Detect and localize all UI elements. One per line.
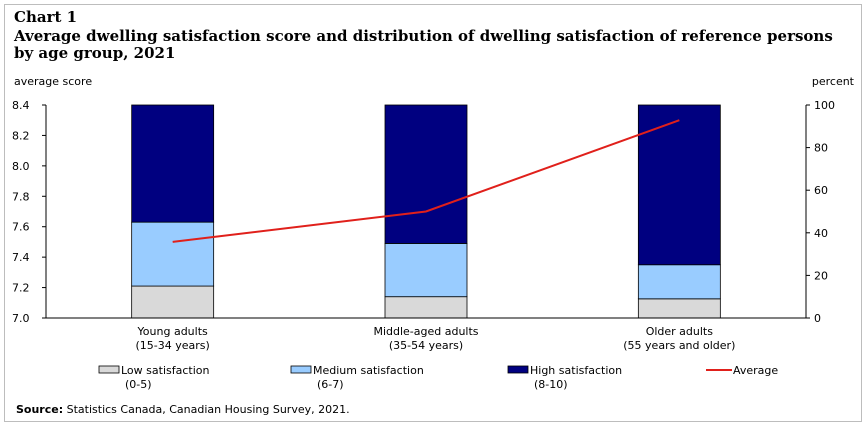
source-label: Source: xyxy=(16,403,64,416)
category-label: (15-34 years) xyxy=(136,339,210,352)
legend-label: Low satisfaction xyxy=(121,364,209,377)
bar-medium-satisfaction xyxy=(637,264,721,300)
legend-swatch-high-satisfaction xyxy=(507,365,529,374)
legend-label: Average xyxy=(733,364,778,377)
category-label: (55 years and older) xyxy=(623,339,735,352)
left-tick-label: 8.2 xyxy=(12,129,30,142)
right-tick-label: 80 xyxy=(814,142,828,155)
left-tick-label: 7.8 xyxy=(12,190,30,203)
right-axis-title: percent xyxy=(812,75,855,88)
left-tick-label: 8.0 xyxy=(12,160,30,173)
right-tick-label: 20 xyxy=(814,269,828,282)
right-tick-label: 0 xyxy=(814,312,821,325)
legend-swatch-low-satisfaction xyxy=(98,365,120,374)
legend-sublabel: (8-10) xyxy=(534,378,568,391)
legend-label: Medium satisfaction xyxy=(313,364,424,377)
category-label: (35-54 years) xyxy=(389,339,463,352)
right-tick-label: 40 xyxy=(814,227,828,240)
source-text: Statistics Canada, Canadian Housing Surv… xyxy=(66,403,350,416)
legend-sublabel: (6-7) xyxy=(317,378,344,391)
chart-frame xyxy=(4,4,862,422)
bar-high-satisfaction xyxy=(637,104,721,266)
left-tick-label: 8.4 xyxy=(12,99,30,112)
left-tick-label: 7.2 xyxy=(12,282,30,295)
category-label: Young adults xyxy=(137,325,208,338)
chart-number: Chart 1 xyxy=(14,8,78,26)
legend-swatch-medium-satisfaction xyxy=(290,365,312,374)
left-tick-label: 7.6 xyxy=(12,221,30,234)
left-tick-label: 7.0 xyxy=(12,312,30,325)
bar-high-satisfaction xyxy=(384,104,468,244)
category-label: Middle-aged adults xyxy=(373,325,478,338)
source-note: Source: Statistics Canada, Canadian Hous… xyxy=(16,403,350,416)
category-label: Older adults xyxy=(646,325,714,338)
bar-high-satisfaction xyxy=(131,104,215,223)
bar-low-satisfaction xyxy=(131,285,215,319)
right-tick-label: 100 xyxy=(814,99,835,112)
average-line xyxy=(172,119,680,243)
bar-medium-satisfaction xyxy=(131,221,215,287)
chart-title: Average dwelling satisfaction score and … xyxy=(14,27,833,62)
bar-medium-satisfaction xyxy=(384,243,468,298)
left-tick-label: 7.4 xyxy=(12,251,30,264)
legend-label: High satisfaction xyxy=(530,364,622,377)
bar-low-satisfaction xyxy=(637,298,721,319)
bar-low-satisfaction xyxy=(384,296,468,319)
right-tick-label: 60 xyxy=(814,184,828,197)
legend-sublabel: (0-5) xyxy=(125,378,152,391)
left-axis-title: average score xyxy=(14,75,92,88)
